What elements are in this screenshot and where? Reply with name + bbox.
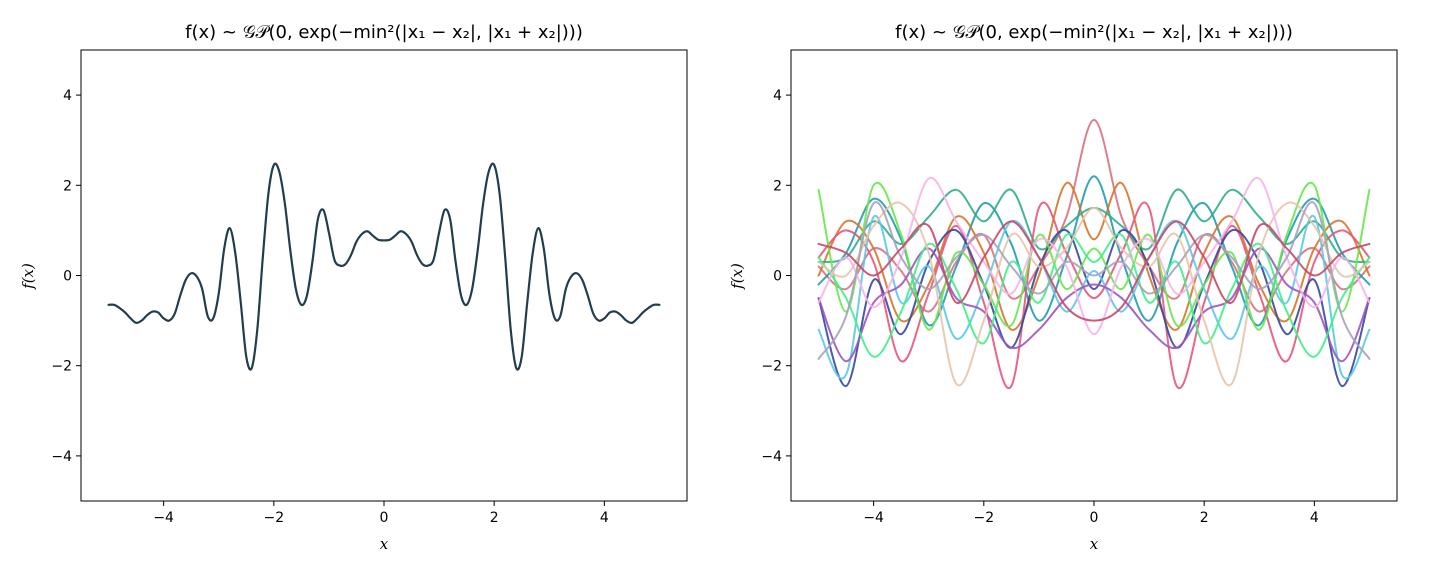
right-x-tick-label: 0	[1090, 510, 1099, 526]
right-x-tick-label: −2	[973, 510, 994, 526]
left-y-tick-label: −4	[51, 449, 72, 465]
right-y-tick-label: 4	[773, 88, 782, 104]
left-x-tick-label: 4	[600, 510, 609, 526]
right-series-line	[817, 220, 1371, 322]
left-x-axis-label: x	[380, 535, 389, 553]
left-x-tick-label: 2	[490, 510, 499, 526]
left-y-tick-label: 0	[63, 269, 72, 285]
right-x-tick-label: −4	[863, 510, 884, 526]
left-chart-panel: f(x) ~ 𝒢𝒫(0, exp(−min²(|x₁ − x₂|, |x₁ + …	[19, 22, 688, 553]
right-series-line	[817, 201, 1371, 390]
left-x-tick-label: −4	[153, 510, 174, 526]
right-x-tick-label: 2	[1200, 510, 1209, 526]
right-y-tick-label: −4	[761, 449, 782, 465]
left-series-line	[107, 162, 661, 371]
right-y-tick-label: −2	[761, 359, 782, 375]
right-series-line	[817, 201, 1371, 360]
right-y-axis-label: f(x)	[728, 263, 746, 290]
left-chart-title: f(x) ~ 𝒢𝒫(0, exp(−min²(|x₁ − x₂|, |x₁ + …	[185, 22, 583, 43]
right-chart-title: f(x) ~ 𝒢𝒫(0, exp(−min²(|x₁ − x₂|, |x₁ + …	[895, 22, 1293, 43]
left-y-tick-label: −2	[51, 359, 72, 375]
left-y-axis-label: f(x)	[19, 263, 37, 290]
right-x-tick-label: 4	[1310, 510, 1319, 526]
right-series-line	[817, 214, 1371, 380]
left-y-tick-label: 4	[63, 88, 72, 104]
left-series-group	[107, 162, 661, 371]
right-series-line	[817, 118, 1371, 313]
right-y-ticks: −4 −2 0 2 4	[761, 88, 791, 465]
right-y-tick-label: 2	[773, 178, 782, 194]
right-series-line	[817, 201, 1371, 387]
right-series-line	[817, 233, 1371, 358]
right-series-line	[817, 177, 1371, 336]
right-series-line	[817, 181, 1371, 331]
right-series-line	[817, 228, 1371, 388]
right-x-ticks: −4 −2 0 2 4	[863, 501, 1319, 526]
left-x-ticks: −4 −2 0 2 4	[153, 501, 609, 526]
right-series-line	[817, 182, 1371, 331]
left-x-tick-label: −2	[263, 510, 284, 526]
left-x-tick-label: 0	[380, 510, 389, 526]
right-x-axis-label: x	[1090, 535, 1099, 553]
right-series-line	[817, 247, 1371, 363]
left-y-tick-label: 2	[63, 178, 72, 194]
right-y-tick-label: 0	[773, 269, 782, 285]
left-y-ticks: −4 −2 0 2 4	[51, 88, 81, 465]
right-series-group	[817, 118, 1371, 390]
right-chart-panel: f(x) ~ 𝒢𝒫(0, exp(−min²(|x₁ − x₂|, |x₁ + …	[728, 22, 1398, 553]
